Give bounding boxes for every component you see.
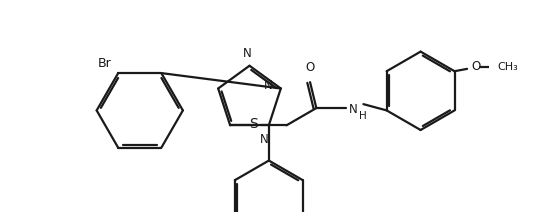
Text: N: N [349,103,358,116]
Text: H: H [359,111,366,121]
Text: S: S [250,117,258,131]
Text: Br: Br [98,57,112,70]
Text: N: N [260,133,269,146]
Text: O: O [305,60,314,73]
Text: CH₃: CH₃ [497,62,518,72]
Text: N: N [264,79,273,92]
Text: N: N [243,47,252,60]
Text: O: O [472,60,481,73]
